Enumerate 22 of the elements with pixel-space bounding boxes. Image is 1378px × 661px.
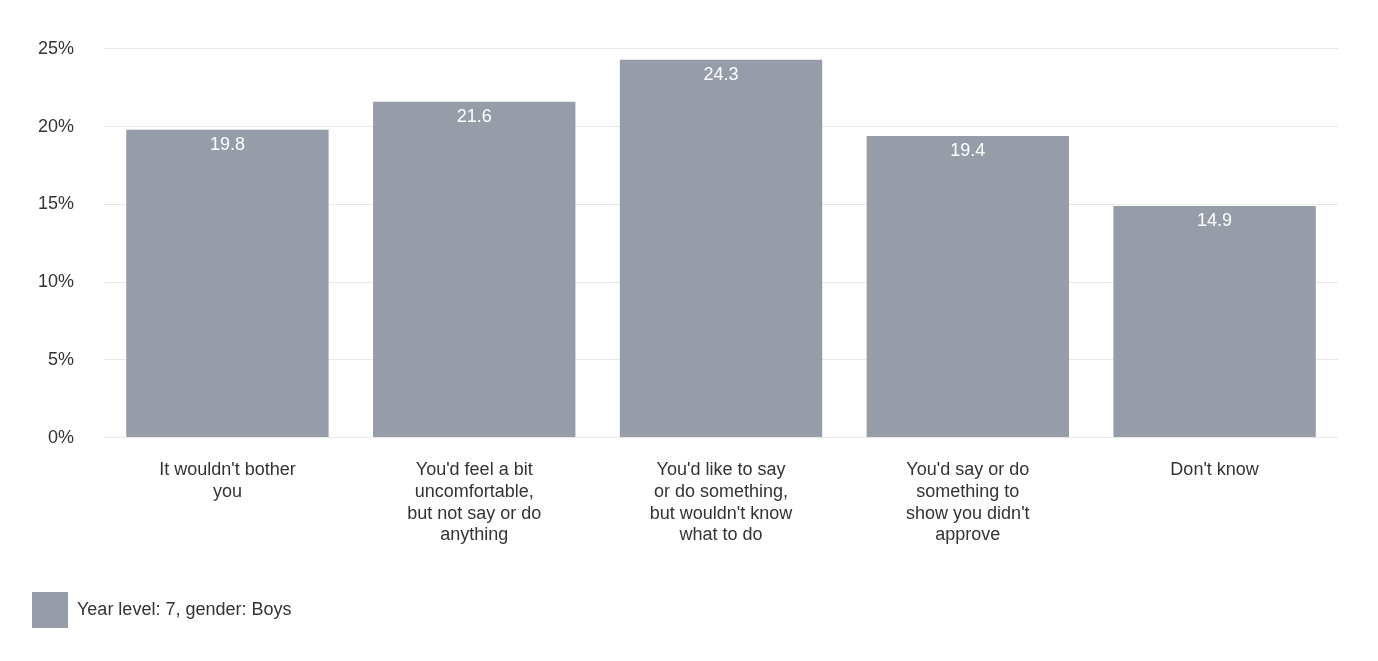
data-label: 24.3 [703,63,739,84]
y-tick-label: 0% [48,426,75,447]
data-label: 19.8 [209,133,245,154]
y-tick-label: 5% [48,348,75,369]
data-label: 14.9 [1197,209,1233,230]
x-tick-label: It wouldn't bother you [159,459,296,501]
bar [1113,205,1316,438]
data-label: 21.6 [456,105,492,126]
bar [126,129,329,438]
y-tick-label: 15% [38,193,75,214]
y-tick-label: 10% [38,271,75,292]
x-tick-label: You'd like to say or do something, but wouldn't know what to do [649,459,794,545]
y-tick-label: 25% [38,37,75,58]
legend-label: Year level: 7, gender: Boys [77,598,292,619]
bar [866,135,1069,438]
x-tick-label: You'd feel a bit uncomfortable, but not say or do anything [407,459,542,545]
bar [619,59,823,438]
data-label: 19.4 [950,139,986,160]
x-tick-label: Don't know [1170,459,1260,480]
x-tick-label: You'd say or do something to show you didn't approve [906,459,1030,545]
bar [373,101,576,438]
y-tick-label: 20% [38,115,75,136]
